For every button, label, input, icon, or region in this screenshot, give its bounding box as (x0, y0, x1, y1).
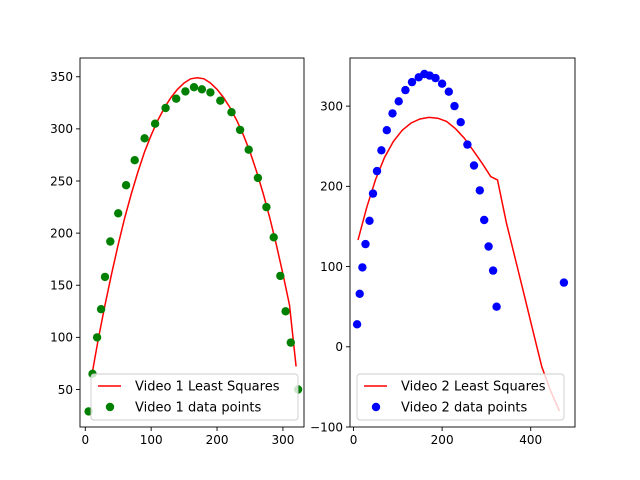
legend-label: Video 1 Least Squares (135, 380, 280, 395)
data-point (492, 302, 501, 311)
data-point (361, 239, 370, 249)
data-point (368, 189, 378, 198)
data-point (96, 305, 106, 314)
data-point (444, 87, 453, 96)
data-point (475, 186, 484, 195)
data-point (358, 263, 367, 272)
data-point (388, 109, 397, 118)
data-point (189, 83, 199, 92)
data-point (437, 79, 447, 88)
data-point (401, 85, 410, 95)
left-subplot: 0 100 200 300 50 100 150 200 250 300 350 Video 1 Le… (50, 57, 305, 447)
data-point (121, 181, 131, 190)
data-point (377, 146, 386, 155)
legend-box (90, 373, 299, 421)
data-point (394, 97, 403, 106)
data-point (276, 271, 285, 281)
y-tick-label: 50 (58, 383, 73, 397)
y-tick-label: 0 (335, 340, 343, 354)
data-point (488, 266, 498, 275)
axes-frame (79, 57, 305, 428)
x-tick-label: 0 (81, 433, 89, 447)
data-point (365, 216, 374, 225)
least-squares-line (91, 77, 297, 376)
y-tick-label: −100 (310, 420, 343, 434)
data-point (235, 125, 245, 135)
y-tick-label: 100 (50, 331, 73, 345)
data-point (100, 272, 110, 282)
legend-label: Video 2 Least Squares (401, 380, 546, 395)
data-point (352, 320, 362, 329)
x-tick-label: 100 (140, 433, 163, 447)
data-point (181, 87, 190, 96)
y-tick-label: 150 (50, 279, 73, 293)
data-point (140, 134, 149, 143)
data-point (130, 156, 139, 165)
y-tick-label: 300 (320, 99, 343, 113)
y-tick-label: 300 (50, 122, 73, 136)
data-point (281, 307, 290, 316)
data-point (463, 140, 472, 149)
data-point (172, 94, 181, 103)
x-tick-label: 300 (271, 433, 294, 447)
data-point (197, 85, 207, 94)
y-tick-label: 200 (320, 180, 343, 194)
data-point (150, 119, 160, 128)
data-point (114, 209, 123, 218)
x-tick-label: 0 (350, 433, 358, 447)
axes-frame (349, 57, 576, 428)
data-point (456, 118, 465, 127)
data-point (206, 88, 215, 97)
legend-marker-swatch (105, 402, 115, 412)
plot-area (84, 77, 303, 416)
x-tick-label: 200 (431, 433, 454, 447)
legend-label: Video 1 data points (135, 401, 262, 416)
y-tick-label: 200 (50, 226, 73, 240)
y-tick-label: 350 (50, 70, 73, 84)
y-tick-label: 250 (50, 174, 73, 188)
data-point (92, 333, 102, 342)
legend-marker-swatch (371, 402, 381, 412)
data-point (431, 73, 440, 83)
data-point (372, 166, 382, 176)
data-point (407, 77, 417, 87)
y-tick-label: 100 (320, 260, 343, 274)
legend-label: Video 2 data points (401, 401, 528, 416)
legend: Video 1 Least Squares Video 1 data points (90, 373, 299, 421)
plot-area (352, 69, 569, 412)
data-point (161, 103, 170, 113)
data-point (469, 161, 479, 170)
data-point (286, 338, 295, 347)
data-point (480, 215, 489, 225)
x-tick-label: 200 (206, 433, 229, 447)
legend: Video 2 Least Squares Video 2 data points (356, 373, 565, 421)
data-point (216, 96, 225, 105)
data-point (244, 145, 253, 154)
data-point (382, 126, 391, 135)
data-point (262, 202, 271, 212)
right-subplot: 0 200 400 −100 0 100 200 300 Video 2 Least Squar… (310, 57, 576, 447)
legend-box (356, 373, 565, 421)
data-point (269, 233, 278, 242)
least-squares-line (357, 116, 561, 412)
data-point (450, 101, 459, 111)
data-point (559, 278, 569, 287)
data-point (253, 173, 263, 183)
data-point (227, 108, 236, 117)
data-point (355, 289, 364, 298)
data-point (484, 242, 493, 251)
data-point (106, 237, 115, 246)
x-tick-label: 400 (519, 433, 542, 447)
